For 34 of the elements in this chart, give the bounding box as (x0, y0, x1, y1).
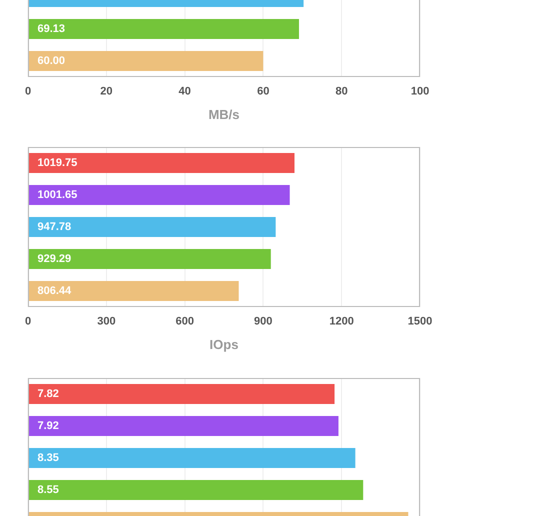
bar (28, 480, 364, 500)
bar (28, 217, 276, 237)
data-label: 8.35 (38, 452, 59, 464)
x-tick-label: 1200 (329, 316, 354, 328)
data-label: 806.44 (38, 285, 72, 298)
bar (28, 416, 338, 436)
data-label: 69.13 (38, 23, 66, 36)
x-tick-label: 1500 (408, 316, 432, 328)
data-label: 7.92 (38, 420, 59, 432)
data-label: 60.00 (38, 55, 66, 68)
x-tick-label: 60 (257, 86, 270, 98)
bar (28, 384, 335, 404)
bar (28, 153, 294, 173)
bar (28, 249, 271, 269)
data-label: 1001.65 (38, 189, 78, 202)
x-tick-label: 40 (178, 86, 191, 98)
x-tick-label: 0 (24, 86, 32, 98)
x-axis-title: IOps (210, 336, 238, 352)
x-tick-label: 900 (254, 316, 272, 328)
x-tick-label: 100 (410, 86, 430, 98)
x-tick-label: 300 (97, 316, 116, 328)
x-axis-title: MB/s (208, 106, 240, 122)
data-label: 1019.75 (38, 157, 78, 170)
x-tick-label: 80 (335, 86, 348, 98)
data-label: 947.78 (38, 221, 72, 234)
bar (28, 185, 290, 205)
bar (28, 448, 356, 468)
bar (28, 281, 239, 301)
data-label: 7.82 (38, 388, 59, 400)
x-tick-label: 20 (100, 86, 113, 98)
x-tick-label: 600 (176, 316, 194, 328)
data-label: 8.55 (38, 484, 59, 496)
data-label: 929.29 (38, 253, 72, 266)
x-tick-label: 0 (24, 316, 32, 328)
